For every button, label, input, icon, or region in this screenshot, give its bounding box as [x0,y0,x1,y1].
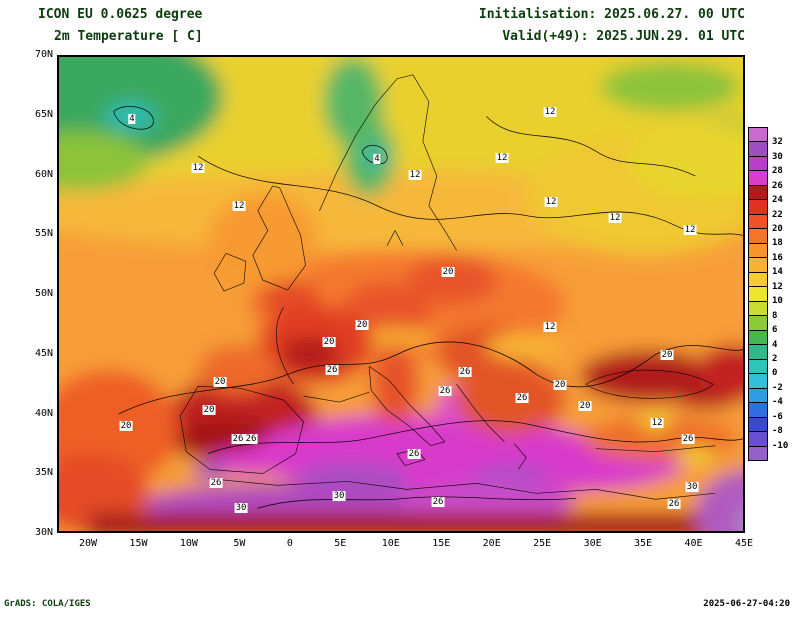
lon-axis-label: 20W [78,538,98,549]
colorbar-segment [749,229,767,244]
lon-axis-label: 0 [286,538,293,549]
colorbar-tick-label: 8 [772,310,778,321]
colorbar-segment [749,258,767,273]
map-frame: 4 12 12 4 12 12 12 12 12 12 20 12 20 20 26 20 26 26 20 20 26… [57,55,745,533]
colorbar-segment [749,374,767,389]
lat-axis-label: 35N [34,467,53,479]
colorbar-segment [749,142,767,157]
lon-axis-label: 25E [533,538,552,549]
lat-axis-label: 40N [34,407,53,419]
colorbar-segment [749,446,767,461]
colorbar-tick-label: 26 [772,180,783,191]
colorbar-segment [749,243,767,259]
temperature-colorbar [748,127,768,461]
lat-axis-label: 55N [34,228,53,240]
colorbar-tick-label: 18 [772,238,783,249]
lat-axis-label: 65N [34,108,53,120]
lon-axis-label: 10W [179,538,198,549]
lat-axis-label: 50N [34,288,53,299]
colorbar-tick-label: 14 [772,267,783,278]
lon-axis-label: 10E [381,538,400,549]
colorbar-segment [749,359,767,375]
lon-axis-label: 15E [432,538,451,549]
grads-credit: GrADS: COLA/IGES [4,599,91,609]
lat-axis-label: 45N [34,347,53,359]
lon-axis-label: 40E [684,538,703,549]
colorbar-segment [749,330,767,346]
colorbar-segment [749,403,767,418]
lat-axis-label: 60N [34,168,53,180]
colorbar-tick-label: 12 [772,281,783,292]
colorbar-tick-label: -6 [772,411,783,422]
colorbar-tick-label: 22 [772,209,783,220]
temperature-blobs [59,57,743,531]
temperature-field-svg [59,57,743,531]
colorbar-tick-label: 30 [772,151,783,162]
colorbar-segment [749,214,767,230]
colorbar-segment [749,200,767,215]
lon-axis-label: 5W [233,538,246,549]
colorbar-segment [749,301,767,317]
coastlines [179,74,716,500]
valid-time-label: Valid(+49): 2025.JUN.29. 01 UTC [502,29,745,44]
lat-axis-label: 30N [34,527,53,538]
colorbar-tick-label: 28 [772,166,783,177]
contour-lines [113,106,743,509]
colorbar-segment [749,287,767,302]
lon-axis-label: 45E [734,538,754,549]
colorbar-tick-label: -2 [772,382,783,393]
lat-axis-label: 70N [34,49,53,60]
colorbar-segment [749,345,767,360]
colorbar-tick-label: 20 [772,224,783,235]
colorbar-tick-label: 0 [772,368,778,379]
lon-axis-label: 35E [634,538,653,549]
lon-axis-label: 20E [482,538,501,549]
lon-axis-label: 15W [129,538,148,549]
colorbar-tick-label: 4 [772,339,778,350]
colorbar-tick-label: -8 [772,426,783,437]
colorbar-tick-label: 6 [772,325,778,336]
lon-axis-label: 30E [583,538,602,549]
colorbar-segment [749,272,767,288]
colorbar-segment [749,417,767,433]
colorbar-tick-label: 32 [772,137,783,148]
colorbar-tick-label: -10 [772,440,789,451]
colorbar-tick-label: 16 [772,252,783,263]
colorbar-segment [749,128,767,143]
initialisation-label: Initialisation: 2025.06.27. 00 UTC [478,7,745,22]
colorbar-segment [749,185,767,201]
creation-timestamp: 2025-06-27-04:20 [703,599,790,609]
colorbar-segment [749,432,767,447]
colorbar-segment [749,156,767,172]
colorbar-tick-label: 24 [772,195,783,206]
lon-axis-label: 5E [334,538,347,549]
parameter-title: 2m Temperature [ C] [54,29,203,44]
model-title: ICON EU 0.0625 degree [38,7,203,22]
colorbar-segment [749,316,767,331]
colorbar-segment [749,388,767,404]
colorbar-tick-label: 10 [772,296,783,307]
colorbar-tick-label: -4 [772,397,783,408]
colorbar-segment [749,171,767,186]
colorbar-tick-label: 2 [772,353,778,364]
